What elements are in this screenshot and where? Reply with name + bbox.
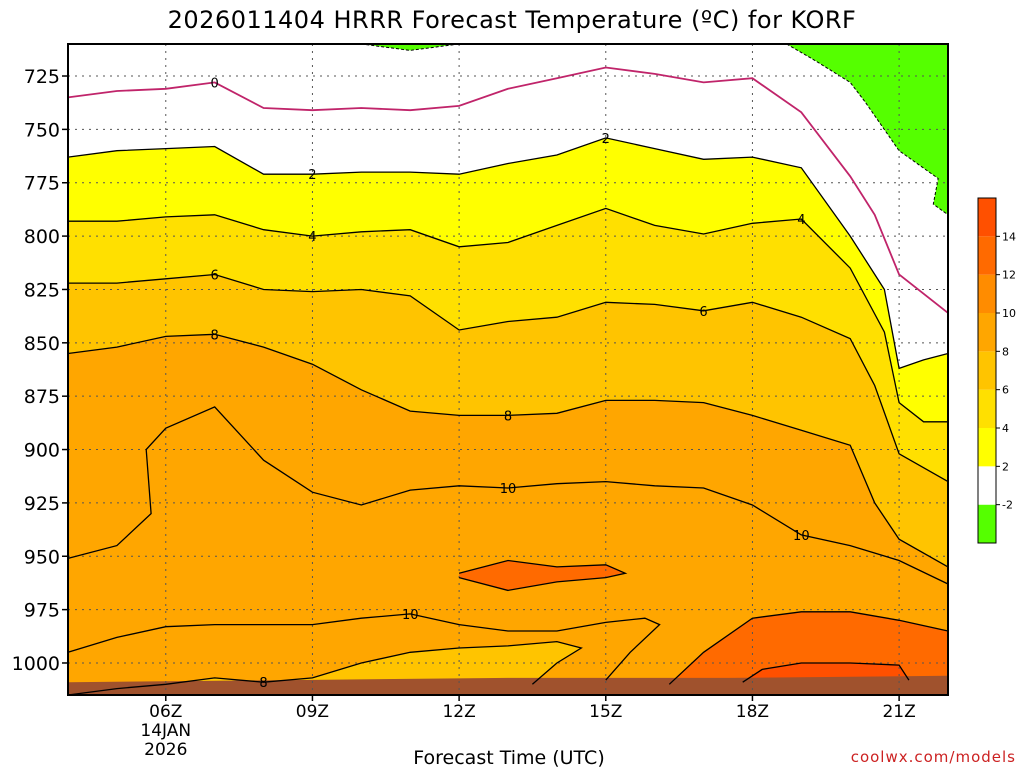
colorbar-swatch (978, 274, 996, 313)
contour-label: 4 (308, 230, 316, 245)
y-tick-label: 900 (24, 440, 60, 462)
y-tick-label: 1000 (12, 653, 60, 675)
x-tick-label: 06Z (149, 702, 182, 722)
y-tick-label: 775 (24, 173, 60, 195)
contour-label-layer: 0 2 2 4 4 6 6 8 8 8 10 10 10 (211, 76, 810, 691)
colorbar: -2 2 4 6 8 10 12 14 (977, 197, 1016, 544)
contour-label: 8 (211, 328, 219, 343)
y-tick-label: 925 (24, 493, 60, 515)
contour-label: 2 (308, 168, 316, 183)
contour-line-0 (67, 66, 949, 314)
y-tick-label: 850 (24, 333, 60, 355)
colorbar-swatch (978, 236, 996, 275)
contour-line-6 (68, 273, 949, 483)
fill-band-above-2 (68, 44, 948, 369)
y-tick-label: 800 (24, 226, 60, 248)
colorbar-tick-label: 12 (1002, 269, 1016, 282)
colorbar-swatch (978, 428, 996, 467)
contour-line-10 (67, 613, 661, 681)
colorbar-tick-label: 14 (1002, 230, 1016, 243)
x-tick-label: 12Z (442, 702, 475, 722)
colorbar-swatch (978, 313, 996, 352)
contour-layer (67, 66, 949, 696)
temperature-fill-layer (68, 43, 949, 695)
colorbar-tick-label: 4 (1002, 422, 1009, 435)
contour-line-12 (458, 559, 628, 592)
contour-label: 6 (211, 269, 219, 284)
y-axis: 725 750 775 800 825 850 875 900 925 950 975 1000 (12, 66, 68, 675)
y-tick-label: 825 (24, 279, 60, 301)
contour-label: 0 (211, 76, 219, 91)
colorbar-swatch (978, 351, 996, 390)
x-tick-label: 09Z (296, 702, 329, 722)
y-tick-label: 750 (24, 119, 60, 141)
contour-line-4 (68, 207, 948, 423)
colorbar-tick-label: 8 (1002, 345, 1009, 358)
contour-line-8 (67, 333, 949, 568)
y-tick-label: 725 (24, 66, 60, 88)
chart-title: 2026011404 HRRR Forecast Temperature (ºC… (168, 6, 857, 34)
contour-label: 8 (259, 676, 267, 691)
y-tick-label: 975 (24, 600, 60, 622)
contour-label: 6 (699, 305, 707, 320)
colorbar-swatch (978, 389, 996, 428)
contour-line-14 (742, 662, 910, 683)
contour-label: 10 (500, 482, 517, 497)
contour-line-2 (67, 137, 949, 370)
colorbar-swatch (978, 198, 996, 237)
colorbar-frame (977, 197, 997, 544)
colorbar-swatch (978, 504, 996, 543)
credit-text: coolwx.com/models (851, 748, 1016, 766)
colorbar-tick-label: 6 (1002, 384, 1009, 397)
x-axis: 06Z 09Z 12Z 15Z 18Z 21Z (149, 695, 916, 722)
x-date-line-1: 14JAN (140, 721, 191, 741)
x-tick-label: 21Z (882, 702, 915, 722)
contour-line-8 (67, 640, 583, 696)
contour-label: 10 (793, 529, 810, 544)
y-tick-label: 950 (24, 546, 60, 568)
x-axis-label: Forecast Time (UTC) (413, 747, 604, 768)
colorbar-tick-label: -2 (1002, 499, 1013, 512)
contour-label: 8 (504, 409, 512, 424)
fill-warm-pocket-12 (459, 560, 626, 591)
contour-label: 4 (797, 213, 805, 228)
x-tick-label: 15Z (589, 702, 622, 722)
contour-line-12 (668, 611, 949, 685)
contour-label: 10 (402, 608, 419, 623)
contour-label: 2 (602, 132, 610, 147)
contour-line-10 (67, 406, 949, 585)
x-date-line-2: 2026 (144, 740, 187, 760)
colorbar-tick-label: 2 (1002, 460, 1009, 473)
x-tick-label: 18Z (736, 702, 769, 722)
colorbar-tick-label: 10 (1002, 307, 1016, 320)
y-tick-label: 875 (24, 386, 60, 408)
plot-frame (67, 43, 949, 696)
colorbar-swatch (978, 466, 996, 505)
